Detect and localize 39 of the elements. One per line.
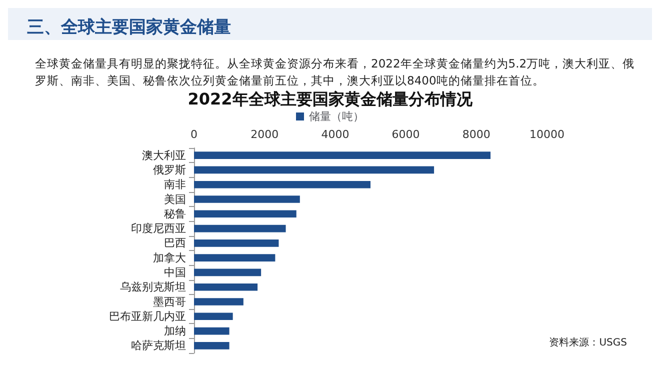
bar (194, 342, 230, 350)
bar (194, 152, 491, 159)
y-tick-label: 加纳 (164, 324, 186, 338)
chart-title: 三、全球主要国家黄金储量 (27, 18, 231, 38)
x-tick-label: 10000 (530, 128, 564, 141)
bar (194, 196, 300, 203)
bar (194, 224, 286, 232)
bar (194, 298, 244, 306)
legend-label: 储量（吨） (309, 110, 364, 123)
bar (194, 283, 258, 291)
y-tick-label: 巴布亚新几内亚 (109, 310, 186, 323)
y-tick-label: 南非 (164, 178, 186, 192)
y-tick-label: 巴西 (164, 236, 186, 250)
bar (194, 268, 262, 276)
y-tick-label: 美国 (164, 192, 186, 206)
bar (194, 327, 230, 335)
chart-subtitle: 2022年全球主要国家黄金储量分布情况 (188, 90, 474, 108)
x-tick-label: 6000 (392, 128, 420, 141)
bar (194, 166, 434, 174)
text: 全球黄金储量具有明显的聚拢特征。从全球黄金资源分布来看，2022年全球黄金储量约为5.2万吨，澳大利亚、俄罗斯、南非、美国、秘鲁依次位列黄金储量前五位，其中，澳大利亚以8400吨的储量排在首位。 (35, 56, 635, 88)
y-tick-label: 哈萨克斯坦 (131, 339, 186, 352)
y-tick-label: 加拿大 (153, 251, 186, 264)
y-tick-label: 中国 (164, 266, 186, 279)
y-tick-label: 秘鲁 (164, 207, 186, 220)
bar (194, 180, 370, 188)
bar (194, 210, 296, 218)
text: 资料来源：USGS (549, 336, 627, 348)
x-tick-label: 8000 (462, 128, 490, 141)
y-tick-label: 印度尼西亚 (131, 222, 186, 236)
y-tick-label: 乌兹别克斯坦 (120, 280, 186, 294)
y-tick-label: 澳大利亚 (142, 148, 186, 162)
y-tick-label: 墨西哥 (153, 295, 186, 308)
y-tick-label: 俄罗斯 (153, 163, 186, 176)
x-tick-label: 2000 (250, 128, 279, 141)
bar (194, 240, 279, 247)
x-tick-label: 0 (190, 128, 198, 141)
bar (194, 312, 233, 320)
x-tick-label: 4000 (321, 128, 350, 141)
bar (194, 254, 276, 262)
